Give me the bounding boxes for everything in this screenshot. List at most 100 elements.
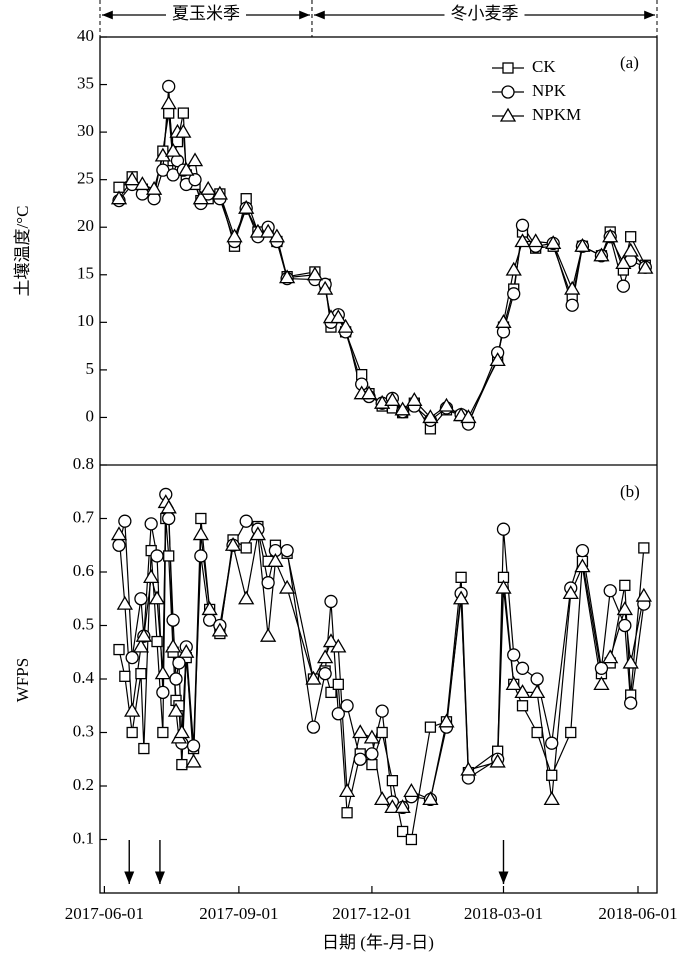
marker-triangle (637, 259, 654, 274)
marker-circle (162, 511, 176, 526)
marker-triangle (460, 761, 477, 776)
marker-square (151, 635, 163, 648)
panel-label: (a) (620, 53, 639, 72)
marker-square (396, 825, 409, 838)
marker-square (135, 668, 147, 680)
marker-triangle (543, 791, 560, 806)
legend-label: CK (532, 57, 556, 76)
marker-square (126, 726, 138, 739)
marker-triangle (278, 269, 296, 284)
marker-triangle (363, 729, 381, 744)
y-tick-label: 30 (77, 121, 94, 140)
y-tick-label: 0.7 (73, 507, 95, 526)
season-label-bg (165, 4, 246, 26)
legend-marker (502, 62, 514, 74)
marker-circle (239, 514, 253, 528)
marker-triangle (116, 595, 133, 610)
marker-circle (261, 576, 275, 590)
marker-circle (169, 672, 183, 686)
marker-circle (353, 752, 367, 766)
marker-triangle (622, 654, 639, 669)
x-tick-label: 2017-12-01 (332, 904, 411, 923)
y-tick-label: 40 (77, 26, 94, 45)
marker-triangle (545, 235, 562, 250)
marker-square (366, 758, 378, 771)
marker-triangle (514, 233, 531, 248)
season-label: 冬小麦季 (450, 4, 518, 23)
marker-square (546, 769, 558, 781)
marker-triangle (224, 536, 242, 551)
marker-triangle (505, 261, 522, 276)
marker-triangle (452, 590, 470, 605)
marker-triangle (238, 199, 255, 214)
y-tick-label: 0.1 (73, 828, 94, 847)
marker-square (119, 670, 131, 682)
y-tick-label: 0.4 (73, 668, 95, 687)
marker-circle (112, 538, 126, 552)
season-label: 夏玉米季 (172, 4, 240, 23)
marker-triangle (145, 180, 163, 195)
marker-triangle (564, 280, 581, 295)
marker-triangle (635, 587, 652, 602)
marker-circle (507, 287, 521, 301)
marker-triangle (143, 569, 160, 583)
marker-triangle (124, 171, 141, 186)
marker-circle (118, 514, 132, 528)
marker-triangle (305, 670, 322, 685)
marker-triangle (422, 409, 439, 424)
marker-triangle (495, 314, 512, 328)
marker-triangle (622, 242, 639, 257)
marker-triangle (211, 185, 229, 200)
marker-triangle (514, 684, 531, 699)
marker-circle (156, 685, 170, 700)
marker-circle (507, 648, 521, 662)
marker-triangle (615, 255, 632, 270)
marker-triangle (562, 585, 579, 600)
marker-triangle (438, 397, 455, 412)
y-tick-label: 35 (77, 73, 94, 92)
marker-triangle (124, 702, 141, 717)
marker-triangle (406, 392, 423, 406)
marker-triangle (160, 95, 177, 110)
marker-triangle (110, 526, 128, 541)
marker-triangle (489, 352, 506, 367)
marker-circle (624, 696, 638, 710)
marker-circle (365, 747, 379, 761)
marker-circle (172, 656, 186, 670)
marker-triangle (495, 579, 512, 594)
y-axis-label: WFPS (13, 658, 32, 702)
marker-triangle (438, 713, 455, 728)
marker-triangle (422, 791, 439, 806)
marker-triangle (394, 799, 411, 814)
y-tick-label: 5 (86, 359, 95, 378)
marker-circle (496, 522, 511, 536)
marker-triangle (178, 643, 195, 658)
marker-triangle (278, 579, 296, 594)
marker-triangle (164, 638, 182, 653)
marker-square (195, 512, 207, 525)
marker-square (325, 686, 337, 699)
y-tick-label: 0.3 (73, 721, 94, 740)
marker-triangle (338, 783, 356, 797)
marker-triangle (337, 318, 354, 333)
marker-triangle (527, 233, 544, 248)
marker-circle (194, 549, 208, 563)
marker-square (177, 107, 189, 119)
marker-triangle (460, 409, 477, 424)
marker-triangle (200, 180, 217, 195)
marker-triangle (360, 385, 378, 400)
marker-triangle (322, 633, 340, 648)
marker-triangle (505, 676, 522, 690)
marker-triangle (192, 190, 210, 205)
marker-triangle (593, 676, 610, 690)
marker-square (376, 726, 388, 739)
marker-square (455, 571, 467, 583)
y-tick-label: 0.5 (73, 614, 94, 633)
marker-triangle (306, 266, 324, 281)
marker-triangle (317, 280, 334, 295)
marker-triangle (268, 228, 286, 243)
marker-circle (594, 661, 609, 675)
marker-square (341, 807, 353, 819)
marker-triangle (160, 499, 177, 514)
